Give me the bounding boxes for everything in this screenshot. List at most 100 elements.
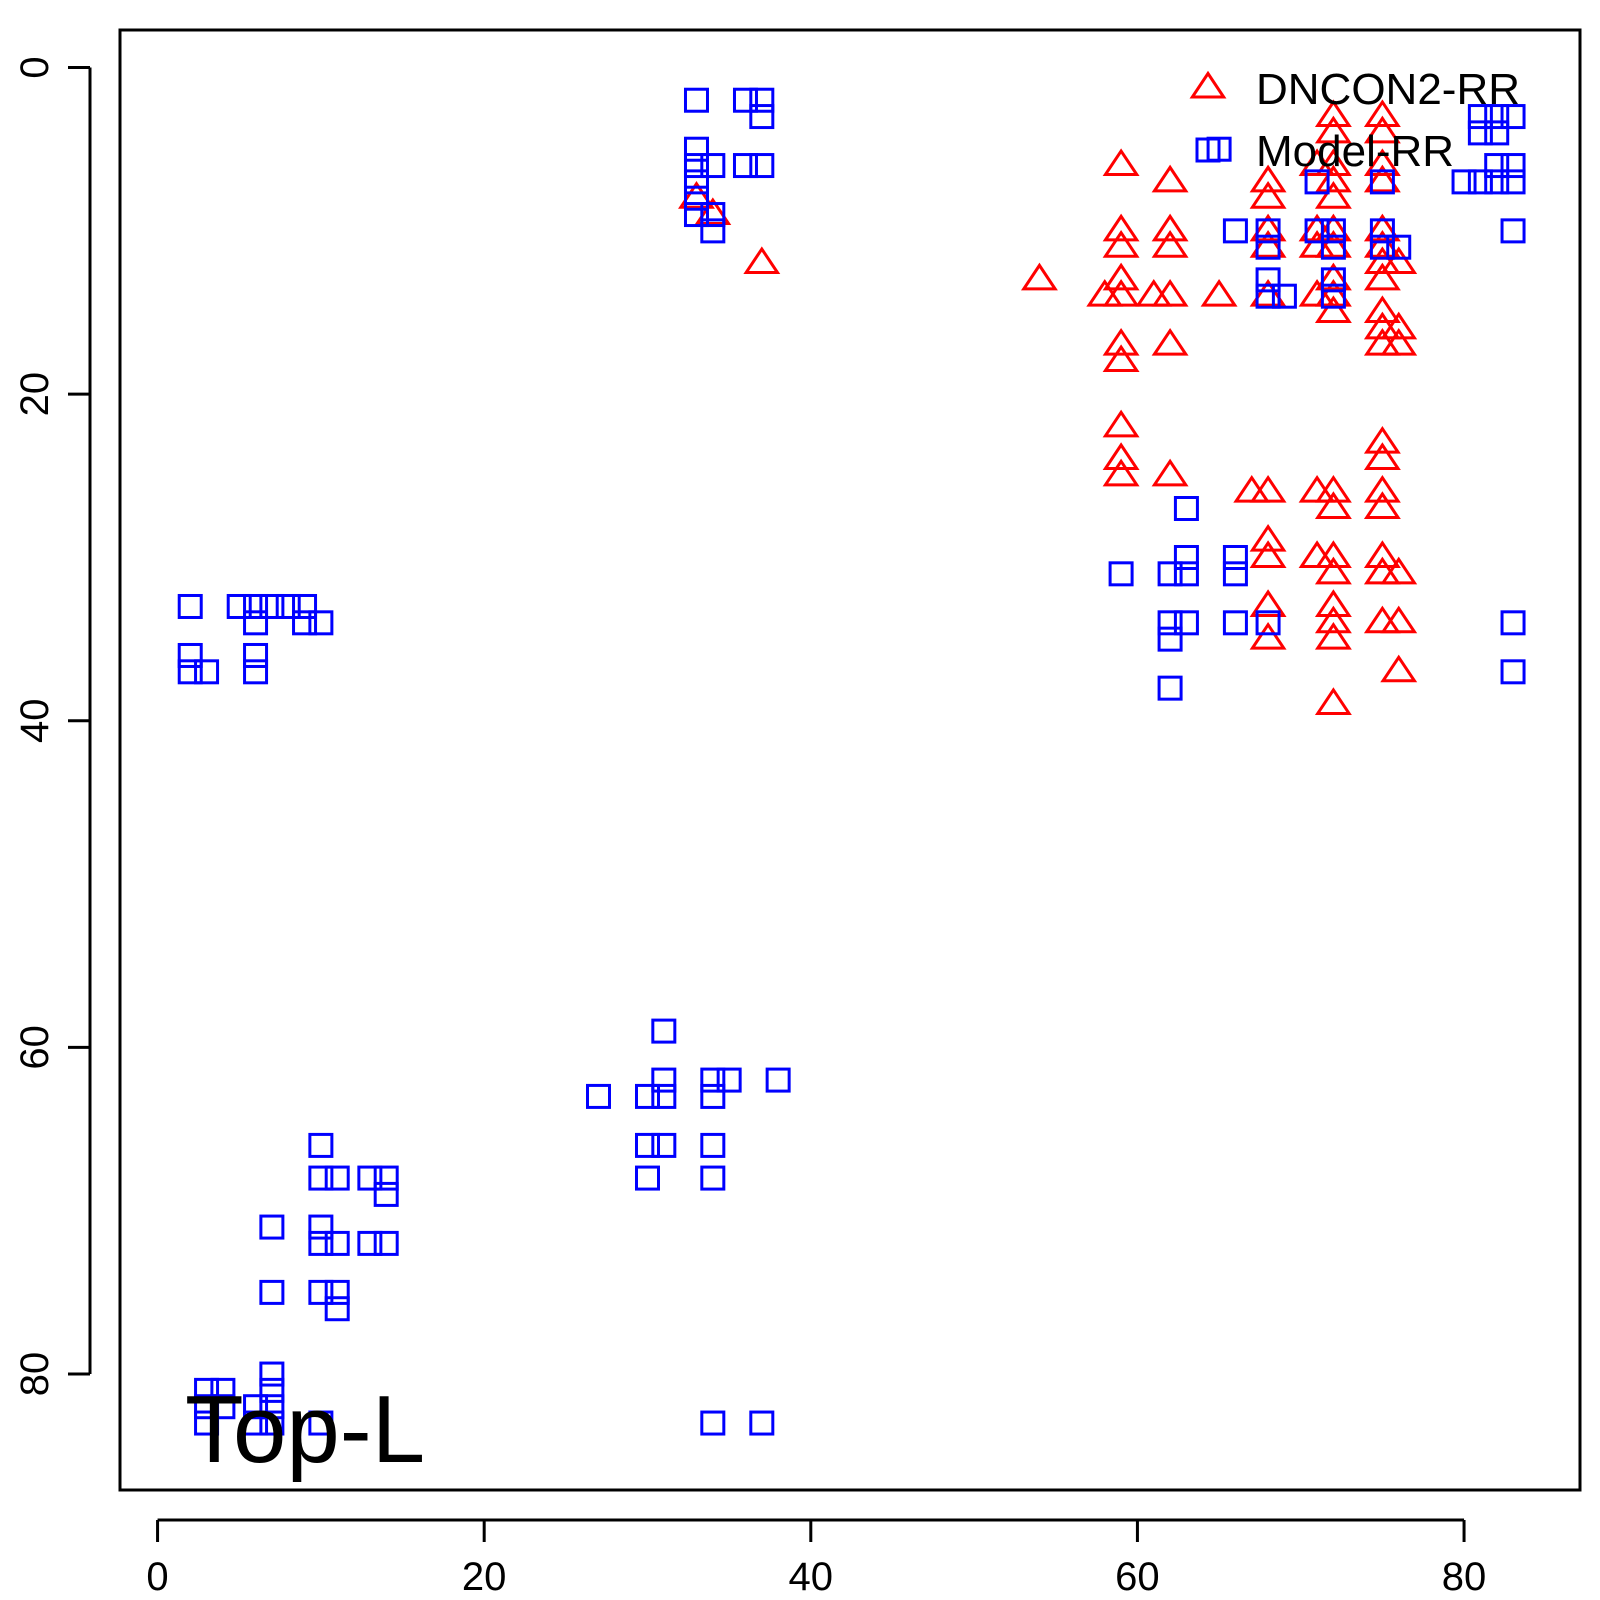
square-point xyxy=(1484,169,1510,195)
series-DNCON2-RR xyxy=(678,99,1418,715)
triangle-point xyxy=(1363,442,1401,470)
square-point xyxy=(1467,169,1493,195)
triangle-point xyxy=(1102,327,1140,356)
x-tick-label: 60 xyxy=(1115,1555,1160,1599)
square-point xyxy=(683,153,709,179)
square-point xyxy=(259,593,285,619)
square-point xyxy=(1451,169,1477,195)
triangle-point xyxy=(1298,474,1336,503)
legend-label: Model-RR xyxy=(1256,127,1454,176)
square-point xyxy=(1500,104,1526,130)
square-point xyxy=(210,1377,236,1403)
triangle-point xyxy=(1380,311,1418,340)
square-point xyxy=(749,1410,775,1436)
square-point xyxy=(1304,169,1330,195)
triangle-point xyxy=(1135,278,1173,307)
square-point xyxy=(259,1377,285,1403)
x-axis: 0 20 40 60 80 xyxy=(146,1518,1486,1599)
square-point xyxy=(1500,610,1526,636)
triangle-point xyxy=(1314,164,1352,193)
y-tick-label: 20 xyxy=(13,372,57,417)
triangle-point xyxy=(1102,409,1140,438)
square-point xyxy=(1222,610,1248,636)
square-point xyxy=(1255,218,1281,244)
square-point xyxy=(1271,283,1297,309)
square-point xyxy=(210,1394,236,1420)
square-point xyxy=(194,1377,220,1403)
square-point xyxy=(357,1230,383,1256)
triangle-point xyxy=(1249,589,1287,617)
triangle-point xyxy=(1314,474,1352,503)
triangle-point xyxy=(678,181,715,209)
triangle-point xyxy=(1380,605,1418,634)
triangle-point xyxy=(1249,164,1287,193)
square-point xyxy=(1157,626,1183,652)
triangle-point xyxy=(1314,213,1352,242)
square-point xyxy=(373,1165,399,1191)
square-point xyxy=(1222,561,1248,587)
square-point xyxy=(700,1067,726,1093)
square-point xyxy=(1500,218,1526,244)
triangle-point xyxy=(1314,556,1352,585)
triangle-point xyxy=(1314,589,1352,617)
triangle-point xyxy=(1363,262,1401,291)
triangle-point xyxy=(1314,605,1352,634)
square-point xyxy=(292,593,318,619)
square-point xyxy=(259,1214,285,1240)
square-point xyxy=(1500,169,1526,195)
square-point xyxy=(1255,267,1281,293)
square-point xyxy=(1484,153,1510,179)
square-point xyxy=(1222,218,1248,244)
triangle-point xyxy=(1298,540,1336,568)
square-point xyxy=(1173,561,1199,587)
triangle-point xyxy=(1249,213,1287,242)
square-point xyxy=(1369,234,1395,260)
square-point xyxy=(1484,120,1510,146)
square-point xyxy=(373,1181,399,1207)
square-point xyxy=(683,185,709,211)
triangle-point xyxy=(1249,621,1287,650)
triangle-point xyxy=(1314,295,1352,324)
square-point xyxy=(357,1165,383,1191)
square-point xyxy=(308,1165,334,1191)
y-axis: 0 20 40 60 80 xyxy=(13,56,92,1397)
square-point xyxy=(683,87,709,113)
square-point xyxy=(683,202,709,228)
triangle-point xyxy=(1151,164,1189,193)
square-point xyxy=(1320,234,1346,260)
triangle-point xyxy=(1151,458,1189,487)
square-point xyxy=(1484,104,1510,130)
square-point xyxy=(1108,561,1134,587)
triangle-point xyxy=(1200,278,1238,307)
square-point xyxy=(700,202,726,228)
triangle-point xyxy=(1102,442,1140,470)
triangle-point xyxy=(1249,229,1287,258)
square-point xyxy=(243,1410,269,1436)
data-points xyxy=(177,87,1526,1436)
square-point xyxy=(373,1230,399,1256)
triangle-point xyxy=(1314,229,1352,258)
square-point xyxy=(1222,544,1248,570)
square-point xyxy=(634,1083,660,1109)
square-point xyxy=(586,1083,612,1109)
triangle-point xyxy=(1314,278,1352,307)
x-tick-label: 0 xyxy=(146,1555,168,1599)
triangle-point xyxy=(1102,262,1140,291)
square-point xyxy=(1386,234,1412,260)
square-point xyxy=(1500,659,1526,685)
annotation-label: Top-L xyxy=(185,1376,425,1483)
square-point xyxy=(651,1083,677,1109)
square-point xyxy=(1320,218,1346,244)
triangle-point xyxy=(1363,311,1401,340)
square-point xyxy=(324,1230,350,1256)
triangle-point xyxy=(1086,278,1124,307)
series-Model-RR xyxy=(177,87,1526,1436)
y-tick-label: 80 xyxy=(13,1352,57,1397)
triangle-point xyxy=(1233,474,1271,503)
triangle-point xyxy=(1314,540,1352,568)
triangle-point xyxy=(694,197,732,226)
triangle-point xyxy=(1249,181,1287,209)
triangle-point xyxy=(1102,458,1140,487)
square-point xyxy=(194,659,220,685)
